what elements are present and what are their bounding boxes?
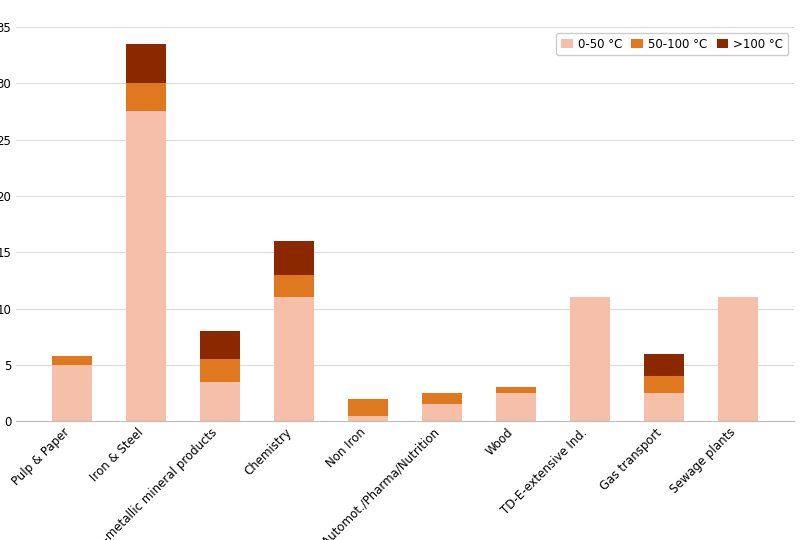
Bar: [644, 376, 684, 393]
Bar: [496, 393, 536, 421]
Bar: [718, 298, 758, 421]
Bar: [126, 83, 166, 111]
Bar: [422, 404, 463, 421]
Bar: [644, 354, 684, 376]
Legend: 0-50 °C, 50-100 °C, >100 °C: 0-50 °C, 50-100 °C, >100 °C: [556, 33, 788, 55]
Bar: [347, 416, 388, 421]
Bar: [126, 111, 166, 421]
Bar: [274, 298, 314, 421]
Bar: [644, 393, 684, 421]
Bar: [199, 359, 241, 382]
Bar: [274, 275, 314, 298]
Bar: [199, 331, 241, 359]
Bar: [52, 365, 92, 421]
Bar: [126, 44, 166, 83]
Bar: [274, 241, 314, 275]
Bar: [422, 393, 463, 404]
Bar: [199, 382, 241, 421]
Bar: [347, 399, 388, 416]
Bar: [496, 387, 536, 393]
Bar: [569, 298, 611, 421]
Bar: [52, 356, 92, 365]
